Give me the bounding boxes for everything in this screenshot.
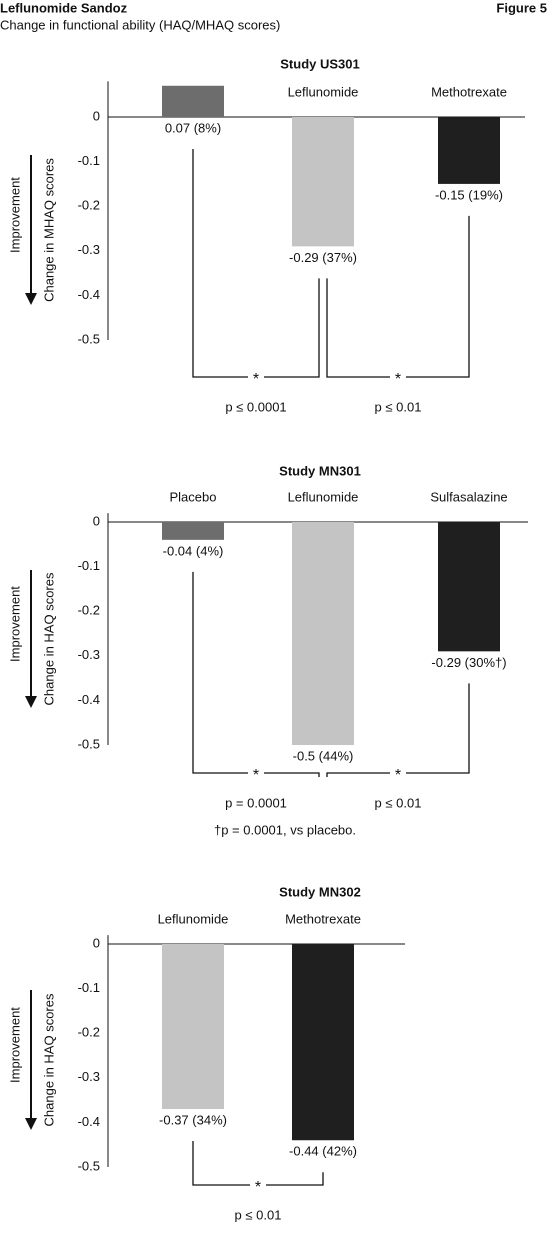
value-label: -0.5 (44%) (293, 748, 354, 763)
bar (292, 117, 354, 247)
direction-label: Improvement (7, 177, 22, 253)
y-tick-label: 0 (93, 108, 100, 123)
value-label: -0.04 (4%) (163, 543, 224, 558)
y-tick-label: -0.3 (78, 647, 100, 662)
p-value-label: p = 0.0001 (225, 795, 287, 810)
bar (162, 85, 224, 117)
y-tick-label: -0.2 (78, 198, 100, 213)
bar (162, 522, 224, 540)
significance-marker: * (253, 371, 259, 388)
value-label: -0.15 (19%) (435, 187, 503, 202)
value-label: -0.29 (37%) (289, 250, 357, 265)
category-label: Leflunomide (158, 911, 229, 926)
chart-title: Study MN301 (279, 463, 361, 478)
y-tick-label: 0 (93, 513, 100, 528)
significance-marker: * (255, 1179, 261, 1196)
y-tick-label: 0 (93, 935, 100, 950)
bar (292, 944, 354, 1141)
marker-bg (390, 767, 406, 779)
significance-marker: * (395, 371, 401, 388)
p-value-label: p ≤ 0.0001 (225, 399, 286, 414)
value-label: 0.07 (8%) (165, 120, 221, 135)
marker-bg (248, 767, 264, 779)
direction-arrowhead (25, 696, 37, 708)
category-label: Methotrexate (431, 84, 507, 99)
bar (162, 944, 224, 1110)
header-subtitle: Change in functional ability (HAQ/MHAQ s… (0, 17, 280, 32)
value-label: -0.29 (30%†) (431, 655, 506, 670)
y-tick-label: -0.1 (78, 558, 100, 573)
y-tick-label: -0.5 (78, 736, 100, 751)
y-tick-label: -0.3 (78, 1069, 100, 1084)
bar (438, 117, 500, 184)
value-label: -0.37 (34%) (159, 1112, 227, 1127)
figure-label: Figure 5 (496, 0, 547, 15)
footnote: †p = 0.0001, vs placebo. (214, 822, 356, 837)
y-tick-label: -0.2 (78, 1025, 100, 1040)
significance-marker: * (253, 767, 259, 784)
value-label: -0.44 (42%) (289, 1144, 357, 1159)
y-tick-label: -0.3 (78, 242, 100, 257)
header-title: Leflunomide Sandoz (0, 0, 128, 15)
y-tick-label: -0.4 (78, 692, 100, 707)
category-label: Leflunomide (288, 489, 359, 504)
y-tick-label: -0.5 (78, 1158, 100, 1173)
marker-bg (390, 371, 406, 383)
y-tick-label: -0.5 (78, 331, 100, 346)
p-value-label: p ≤ 0.01 (375, 399, 422, 414)
y-tick-label: -0.1 (78, 153, 100, 168)
bar (292, 522, 354, 745)
marker-bg (250, 1179, 266, 1191)
y-axis-label: Change in HAQ scores (41, 993, 56, 1126)
category-label: Methotrexate (285, 911, 361, 926)
category-label: Placebo (170, 489, 217, 504)
y-tick-label: -0.4 (78, 1114, 100, 1129)
bar (438, 522, 500, 652)
p-value-label: p ≤ 0.01 (375, 795, 422, 810)
significance-marker: * (395, 767, 401, 784)
direction-arrowhead (25, 293, 37, 305)
category-label: Sulfasalazine (430, 489, 507, 504)
direction-arrowhead (25, 1118, 37, 1130)
y-tick-label: -0.4 (78, 287, 100, 302)
category-label: Leflunomide (288, 84, 359, 99)
direction-label: Improvement (7, 586, 22, 662)
chart-title: Study MN302 (279, 884, 361, 899)
chart-title: Study US301 (280, 56, 359, 71)
y-axis-label: Change in HAQ scores (41, 572, 56, 705)
y-axis-label: Change in MHAQ scores (41, 158, 56, 302)
direction-label: Improvement (7, 1007, 22, 1083)
marker-bg (248, 371, 264, 383)
y-tick-label: -0.1 (78, 980, 100, 995)
p-value-label: p ≤ 0.01 (235, 1207, 282, 1222)
y-tick-label: -0.2 (78, 603, 100, 618)
